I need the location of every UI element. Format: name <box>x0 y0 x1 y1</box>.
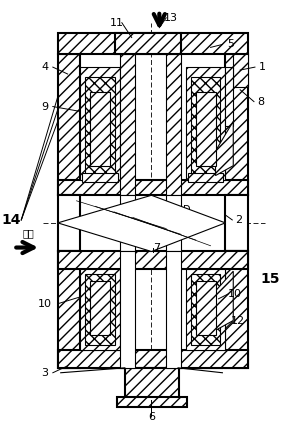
Text: 12: 12 <box>231 316 245 326</box>
Bar <box>125 368 179 399</box>
Bar <box>120 54 135 195</box>
Text: 7: 7 <box>153 243 160 252</box>
Bar <box>58 252 80 368</box>
Text: 4: 4 <box>41 62 48 72</box>
Bar <box>58 181 248 195</box>
Bar <box>58 350 248 368</box>
Text: 13: 13 <box>164 13 178 23</box>
Bar <box>196 281 216 335</box>
Bar <box>166 252 181 368</box>
Text: 10: 10 <box>38 299 52 309</box>
Polygon shape <box>58 195 225 252</box>
Text: 3: 3 <box>42 368 48 378</box>
Polygon shape <box>216 271 233 330</box>
Bar <box>58 33 248 54</box>
Text: 1: 1 <box>258 62 265 72</box>
Text: 轴向: 轴向 <box>22 228 34 238</box>
Bar <box>186 67 225 181</box>
Bar <box>90 281 110 335</box>
Bar <box>80 269 120 350</box>
Bar <box>58 54 80 195</box>
Bar <box>225 195 248 252</box>
Bar <box>191 274 220 345</box>
Text: 15: 15 <box>260 272 280 286</box>
Bar <box>120 252 135 368</box>
Bar <box>166 54 181 195</box>
Bar <box>166 195 181 252</box>
Bar <box>188 172 223 182</box>
Bar <box>85 77 115 175</box>
Polygon shape <box>225 67 233 126</box>
Bar <box>117 397 187 407</box>
Bar <box>80 67 120 181</box>
Bar <box>225 252 248 368</box>
Polygon shape <box>216 121 233 175</box>
Text: 10: 10 <box>228 289 242 299</box>
Bar <box>58 252 248 269</box>
Bar <box>186 269 225 350</box>
Bar <box>233 54 248 87</box>
Text: 11: 11 <box>110 18 124 28</box>
Bar <box>120 195 135 252</box>
Text: 9: 9 <box>41 101 48 111</box>
Bar <box>58 195 80 252</box>
Text: D: D <box>183 205 191 215</box>
Text: 5: 5 <box>227 40 234 49</box>
Text: 14: 14 <box>2 213 21 227</box>
Bar <box>225 54 248 195</box>
Text: 8: 8 <box>257 97 265 107</box>
Bar <box>191 77 220 175</box>
Bar <box>115 33 181 54</box>
Text: 2: 2 <box>234 215 242 225</box>
Bar <box>196 92 216 166</box>
Bar <box>90 92 110 166</box>
Bar <box>85 274 115 345</box>
Bar <box>82 172 118 182</box>
Text: 6: 6 <box>148 412 155 422</box>
